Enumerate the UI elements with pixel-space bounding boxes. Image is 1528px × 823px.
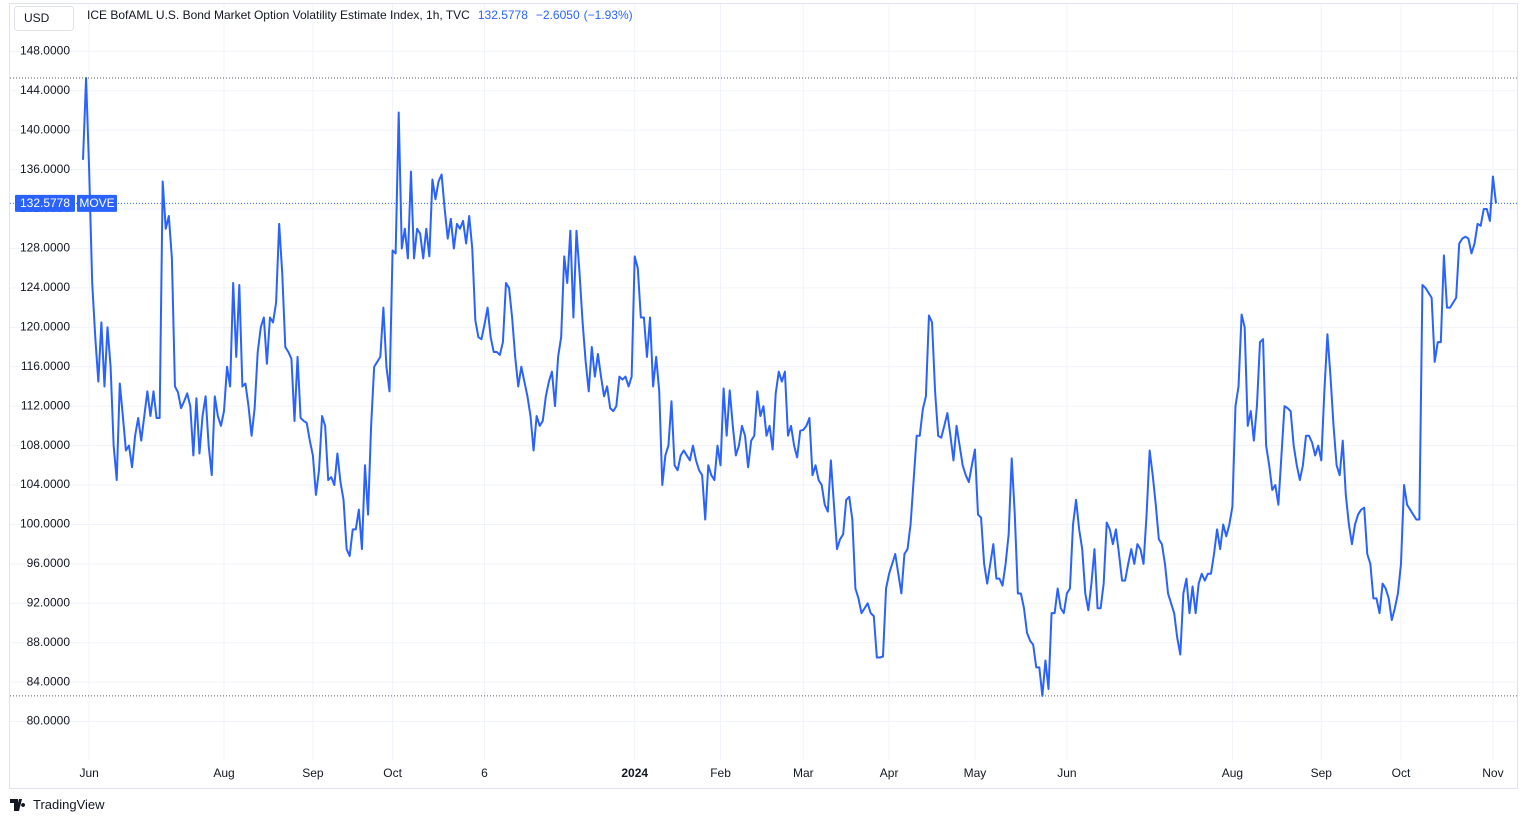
last-price-box (15, 194, 75, 212)
y-tick-label: 120.0000 (20, 320, 70, 334)
x-tick-label: Jun (1057, 766, 1076, 780)
y-tick-label: 140.0000 (20, 122, 70, 136)
currency-box[interactable] (14, 6, 74, 31)
y-tick-label: 144.0000 (20, 83, 70, 97)
x-tick-label: Aug (213, 766, 234, 780)
y-tick-label: 136.0000 (20, 162, 70, 176)
y-tick-label: 84.0000 (27, 674, 71, 688)
change: −2.6050 (536, 8, 580, 22)
x-tick-label: 2024 (621, 766, 648, 780)
x-tick-label: Aug (1222, 766, 1243, 780)
series-name-box (77, 194, 117, 212)
x-tick-label: 6 (481, 766, 488, 780)
x-tick-label: Jun (79, 766, 98, 780)
legend-series-name: MOVE (79, 196, 114, 210)
x-tick-label: Apr (880, 766, 899, 780)
plot: Jun Aug Sep Oct 6 2024 Feb Mar Apr May Jun Aug Sep Oc… (10, 44, 1517, 780)
frame (9, 3, 1518, 789)
legend-line: ICE BofAML U.S. Bond Market Option Volat… (87, 8, 633, 22)
x-tick-label: Feb (710, 766, 731, 780)
y-tick-label: 88.0000 (27, 635, 71, 649)
y-tick-label: 80.0000 (27, 714, 71, 728)
x-tick-label: Nov (1482, 766, 1503, 780)
chart-title: ICE BofAML U.S. Bond Market Option Volat… (87, 8, 470, 22)
y-tick-label: 100.0000 (20, 517, 70, 531)
change-percent: (−1.93%) (584, 8, 633, 22)
x-tick-label: Sep (302, 766, 324, 780)
x-tick-label: Oct (1392, 766, 1411, 780)
y-tick-label: 104.0000 (20, 477, 70, 491)
y-tick-label: 116.0000 (21, 359, 70, 373)
y-tick-label: 108.0000 (20, 438, 70, 452)
y-tick-label: 128.0000 (20, 241, 70, 255)
y-tick-label: 92.0000 (27, 595, 71, 609)
currency: USD (24, 11, 50, 25)
last-price-label: 132.5778 (20, 196, 70, 210)
brand: TradingView (10, 797, 105, 812)
last-value: 132.5778 (478, 8, 528, 22)
brand-name: TradingView (33, 797, 105, 812)
x-tick-label: Sep (1311, 766, 1333, 780)
price-line (82, 76, 1497, 697)
y-tick-label: 112.0000 (21, 398, 70, 412)
x-tick-label: Oct (383, 766, 402, 780)
y-tick-label: 96.0000 (27, 556, 71, 570)
x-tick-label: Mar (793, 766, 814, 780)
brand-logo (10, 799, 26, 811)
x-tick-label: May (964, 766, 987, 780)
y-tick-label: 124.0000 (20, 280, 70, 294)
y-tick-label: 148.0000 (20, 44, 70, 58)
